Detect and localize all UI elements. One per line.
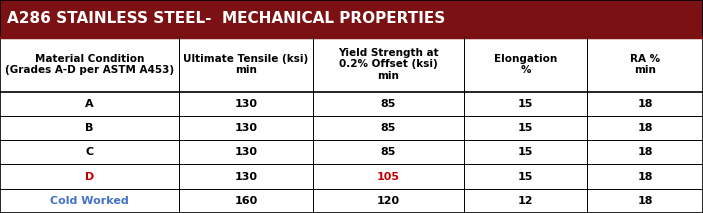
Text: 18: 18 xyxy=(637,172,653,181)
Text: Yield Strength at
0.2% Offset (ksi)
min: Yield Strength at 0.2% Offset (ksi) min xyxy=(338,48,439,81)
Bar xyxy=(0,116,703,140)
Text: 15: 15 xyxy=(518,147,533,157)
Text: 160: 160 xyxy=(234,196,258,206)
Text: 18: 18 xyxy=(637,147,653,157)
Text: 18: 18 xyxy=(637,196,653,206)
Text: Elongation
%: Elongation % xyxy=(494,54,557,75)
Text: RA %
min: RA % min xyxy=(630,54,660,75)
Bar xyxy=(0,164,703,189)
Text: Ultimate Tensile (ksi)
min: Ultimate Tensile (ksi) min xyxy=(183,54,309,75)
Text: Material Condition
(Grades A-D per ASTM A453): Material Condition (Grades A-D per ASTM … xyxy=(5,54,174,75)
Text: 85: 85 xyxy=(381,147,396,157)
Text: 130: 130 xyxy=(235,172,257,181)
Text: 85: 85 xyxy=(381,99,396,109)
Text: D: D xyxy=(85,172,94,181)
Bar xyxy=(0,140,703,164)
Text: 15: 15 xyxy=(518,123,533,133)
Bar xyxy=(0,92,703,116)
Text: 18: 18 xyxy=(637,123,653,133)
Text: 130: 130 xyxy=(235,147,257,157)
Text: 120: 120 xyxy=(377,196,400,206)
Text: 15: 15 xyxy=(518,99,533,109)
Text: A: A xyxy=(85,99,94,109)
Bar xyxy=(0,0,703,37)
Bar xyxy=(0,189,703,213)
Text: 130: 130 xyxy=(235,123,257,133)
Text: 12: 12 xyxy=(517,196,534,206)
Text: 105: 105 xyxy=(377,172,400,181)
Text: 15: 15 xyxy=(518,172,533,181)
Text: A286 STAINLESS STEEL-  MECHANICAL PROPERTIES: A286 STAINLESS STEEL- MECHANICAL PROPERT… xyxy=(7,11,445,26)
Text: 18: 18 xyxy=(637,99,653,109)
Text: 130: 130 xyxy=(235,99,257,109)
Text: 85: 85 xyxy=(381,123,396,133)
Text: Cold Worked: Cold Worked xyxy=(50,196,129,206)
Bar xyxy=(0,37,703,92)
Text: C: C xyxy=(86,147,93,157)
Text: B: B xyxy=(86,123,93,133)
